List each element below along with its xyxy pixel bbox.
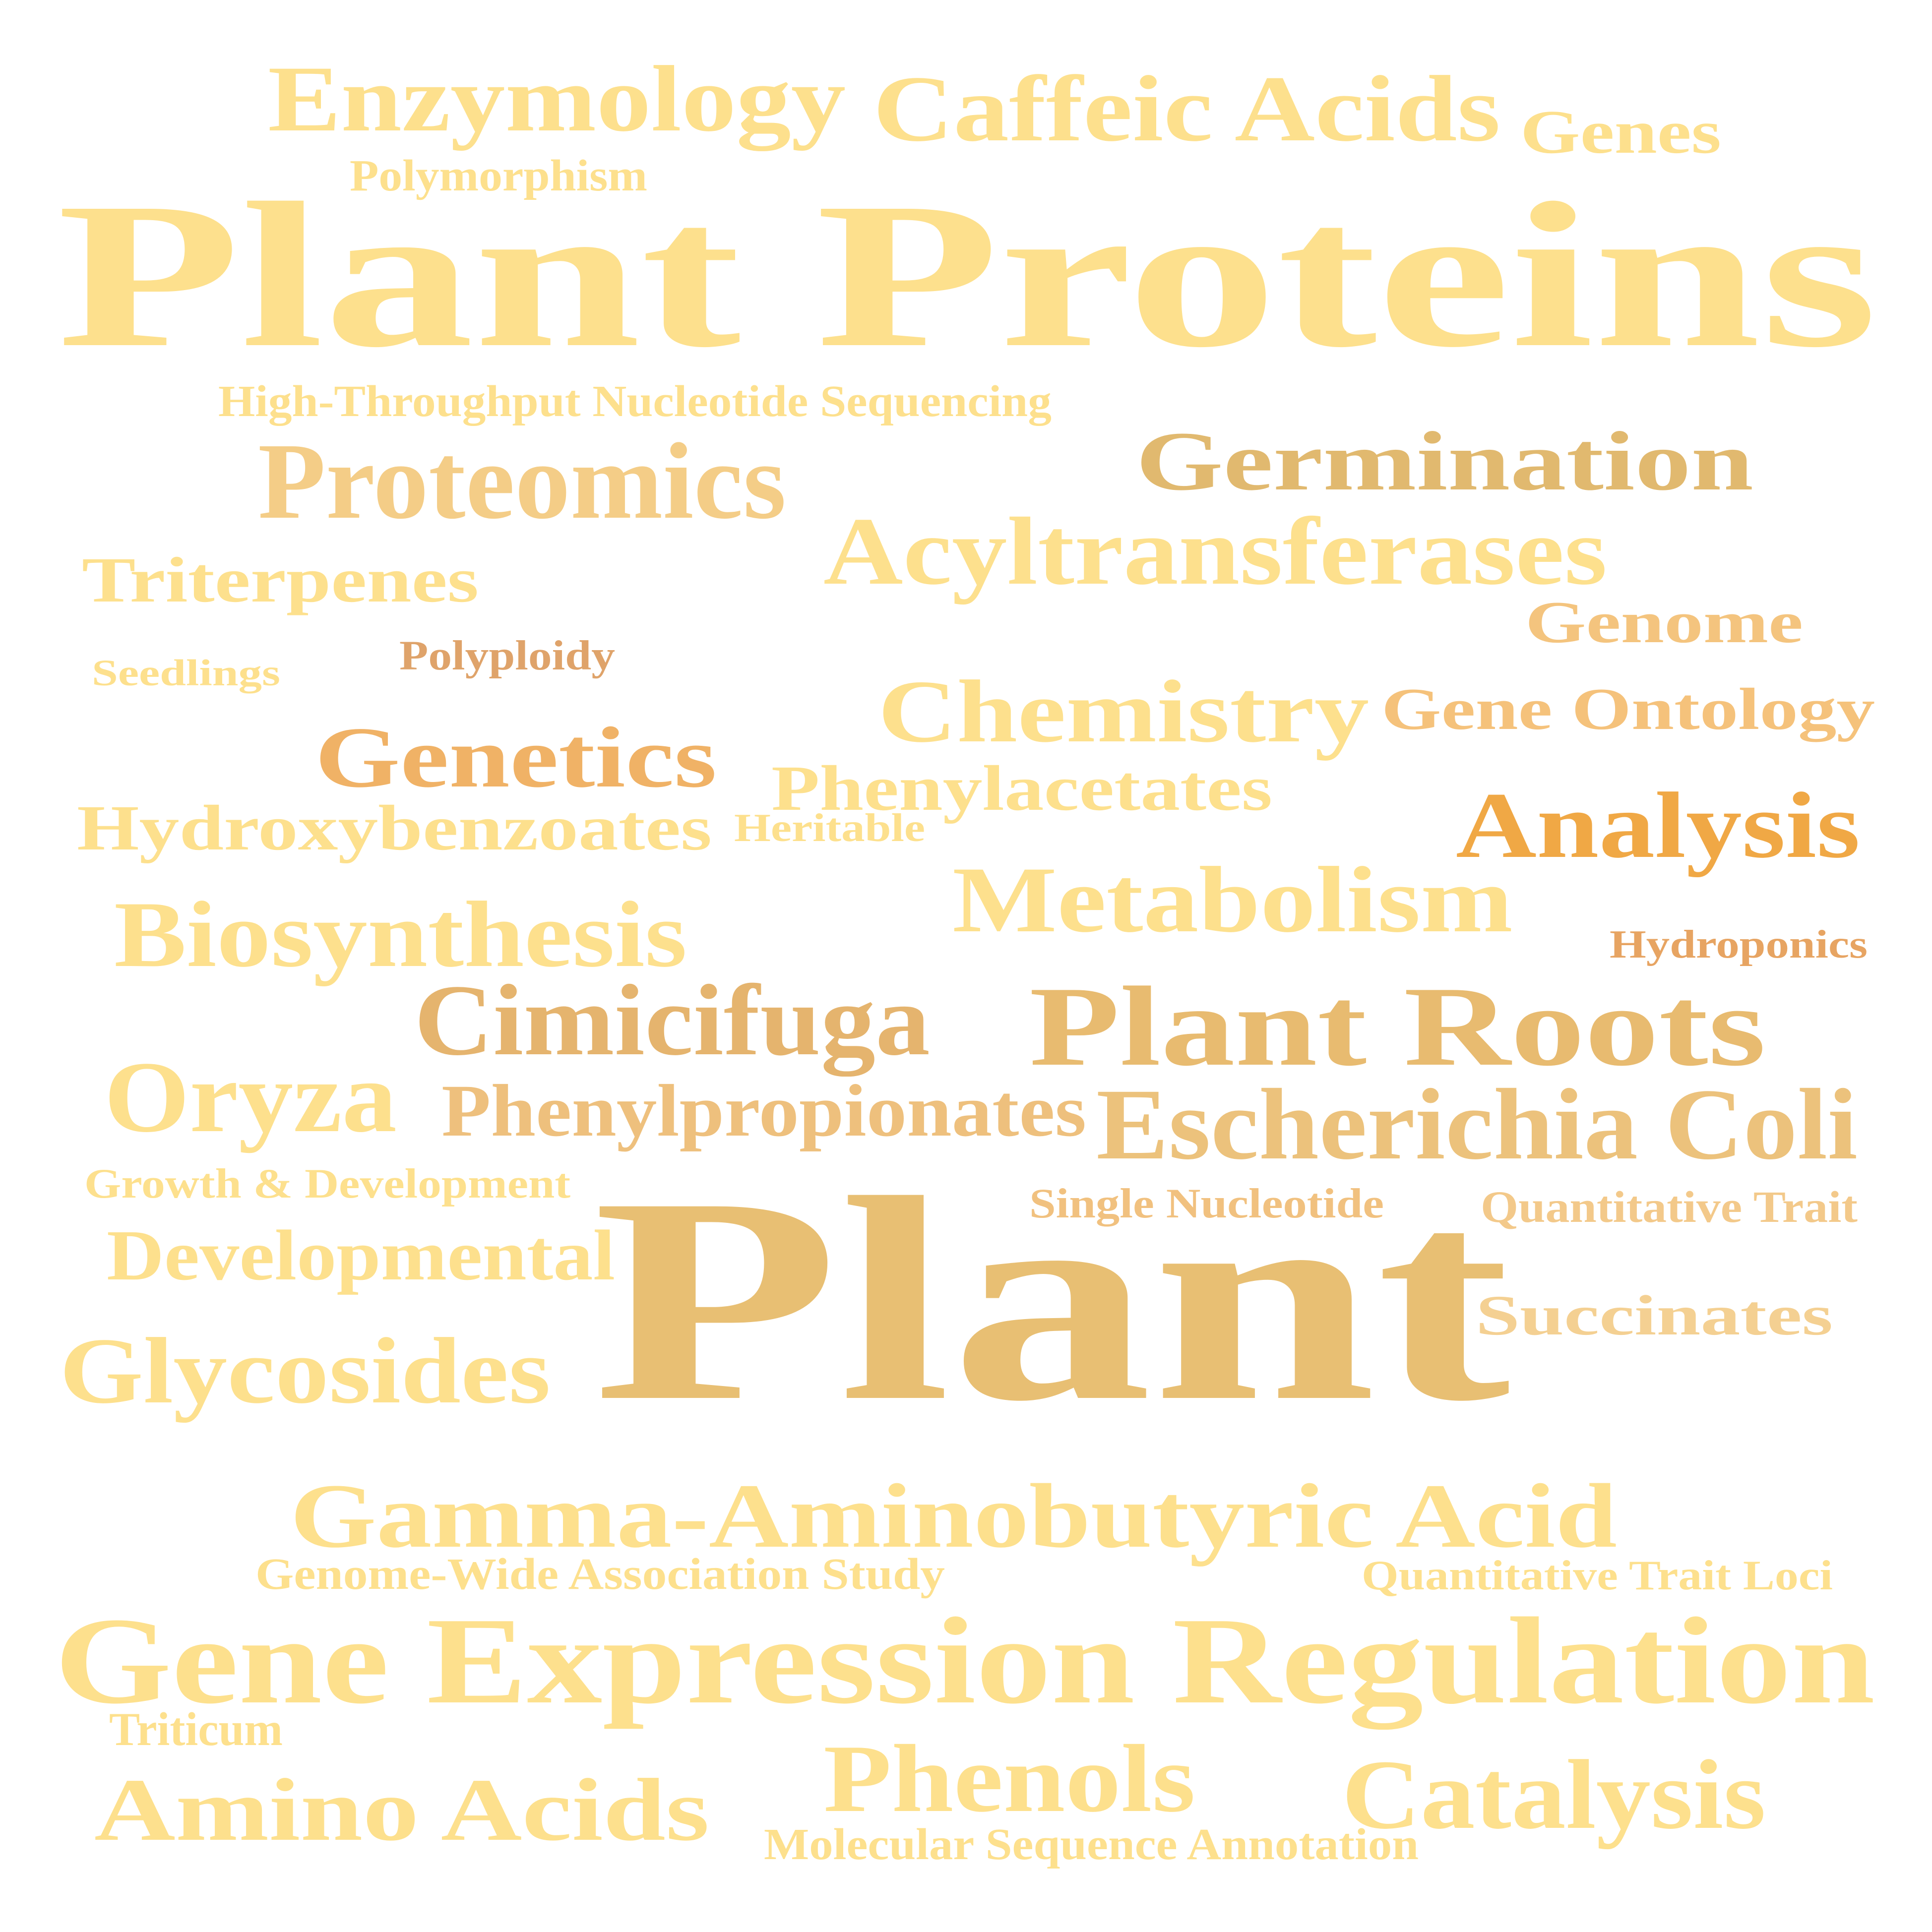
word-enzymology: Enzymology [268, 47, 846, 151]
word-genome-wide-association-study: Genome-Wide Association Study [255, 1550, 945, 1599]
word-molecular-sequence-annotation: Molecular Sequence Annotation [764, 1820, 1419, 1869]
word-gamma-aminobutyric-acid: Gamma-Aminobutyric Acid [290, 1465, 1617, 1567]
word-phenylacetates: Phenylacetates [771, 753, 1273, 824]
word-amino-acids: Amino Acids [94, 1760, 710, 1859]
word-cimicifuga: Cimicifuga [414, 964, 930, 1077]
word-genes: Genes [1520, 98, 1722, 167]
word-heritable: Heritable [734, 806, 925, 850]
word-phenylpropionates: Phenylpropionates [441, 1070, 1087, 1152]
word-caffeic-acids: Caffeic Acids [873, 57, 1500, 161]
word-triterpenes: Triterpenes [82, 544, 479, 616]
word-succinates: Succinates [1476, 1284, 1833, 1347]
word-seedlings: Seedlings [92, 653, 280, 694]
word-plant-proteins: Plant Proteins [57, 160, 1878, 390]
word-genetics: Genetics [315, 709, 717, 805]
word-plant-roots: Plant Roots [1029, 963, 1766, 1089]
word-plant: Plant [593, 1137, 1511, 1461]
word-hydroponics: Hydroponics [1610, 923, 1868, 966]
word-oryza: Oryza [104, 1041, 397, 1153]
word-polymorphism: Polymorphism [350, 151, 647, 200]
word-phenols: Phenols [823, 1725, 1196, 1832]
word-gene-ontology: Gene Ontology [1381, 676, 1875, 742]
word-developmental: Developmental [107, 1216, 616, 1295]
word-genome: Genome [1525, 589, 1803, 655]
word-quantitative-trait-loci: Quantitative Trait Loci [1362, 1552, 1833, 1599]
word-proteomics: Proteomics [258, 421, 787, 542]
word-high-throughput-nucleotide-sequencing: High-Throughput Nucleotide Sequencing [218, 377, 1052, 426]
word-quantitative-trait: Quantitative Trait [1481, 1183, 1858, 1232]
word-gene-expression-regulation: Gene Expression Regulation [55, 1592, 1875, 1730]
word-hydroxybenzoates: Hydroxybenzoates [77, 792, 712, 864]
word-polyploidy: Polyploidy [399, 632, 616, 679]
word-analysis: Analysis [1456, 774, 1861, 878]
word-biosynthesis: Biosynthesis [114, 883, 687, 987]
word-single-nucleotide: Single Nucleotide [1029, 1180, 1384, 1227]
word-glycosides: Glycosides [60, 1319, 551, 1423]
word-catalysis: Catalysis [1342, 1740, 1766, 1850]
word-acyltransferases: Acyltransferases [823, 498, 1608, 605]
word-metabolism: Metabolism [952, 848, 1513, 952]
word-triticum: Triticum [109, 1703, 283, 1755]
word-germination: Germination [1136, 415, 1754, 508]
word-escherichia-coli: Escherichia Coli [1096, 1068, 1858, 1181]
word-chemistry: Chemistry [878, 662, 1370, 761]
word-growth-development: Growth & Development [84, 1160, 571, 1207]
